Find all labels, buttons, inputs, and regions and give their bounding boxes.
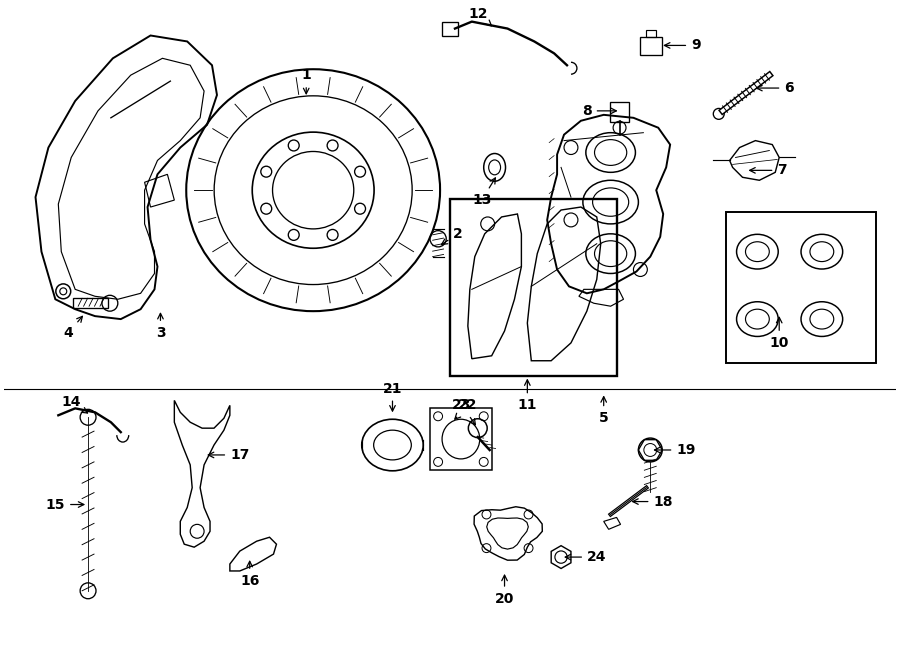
Bar xyxy=(73,298,108,308)
Bar xyxy=(442,22,458,36)
Text: 16: 16 xyxy=(240,561,259,588)
Text: 10: 10 xyxy=(770,317,789,350)
Text: 14: 14 xyxy=(61,395,87,413)
Text: 9: 9 xyxy=(664,38,701,52)
Bar xyxy=(450,199,616,375)
Text: 12: 12 xyxy=(468,7,491,26)
Circle shape xyxy=(714,108,724,120)
Text: 22: 22 xyxy=(454,399,478,419)
Text: 13: 13 xyxy=(472,178,495,207)
Text: 4: 4 xyxy=(63,317,83,340)
Bar xyxy=(725,212,877,363)
Text: 1: 1 xyxy=(302,68,311,94)
Text: 17: 17 xyxy=(208,448,249,462)
Bar xyxy=(430,408,491,470)
Text: 8: 8 xyxy=(582,104,617,118)
Text: 18: 18 xyxy=(633,494,673,508)
Text: 2: 2 xyxy=(442,227,463,245)
Text: 19: 19 xyxy=(654,443,696,457)
Text: 7: 7 xyxy=(750,163,787,177)
Text: 11: 11 xyxy=(518,380,537,412)
Text: 3: 3 xyxy=(156,313,166,340)
Text: 21: 21 xyxy=(382,381,402,411)
Text: 5: 5 xyxy=(598,397,608,425)
Bar xyxy=(646,30,656,38)
Text: 24: 24 xyxy=(565,550,607,564)
Text: 6: 6 xyxy=(757,81,794,95)
Bar xyxy=(641,38,662,56)
Text: 20: 20 xyxy=(495,575,514,605)
Text: 23: 23 xyxy=(452,399,475,425)
Text: 15: 15 xyxy=(46,498,84,512)
